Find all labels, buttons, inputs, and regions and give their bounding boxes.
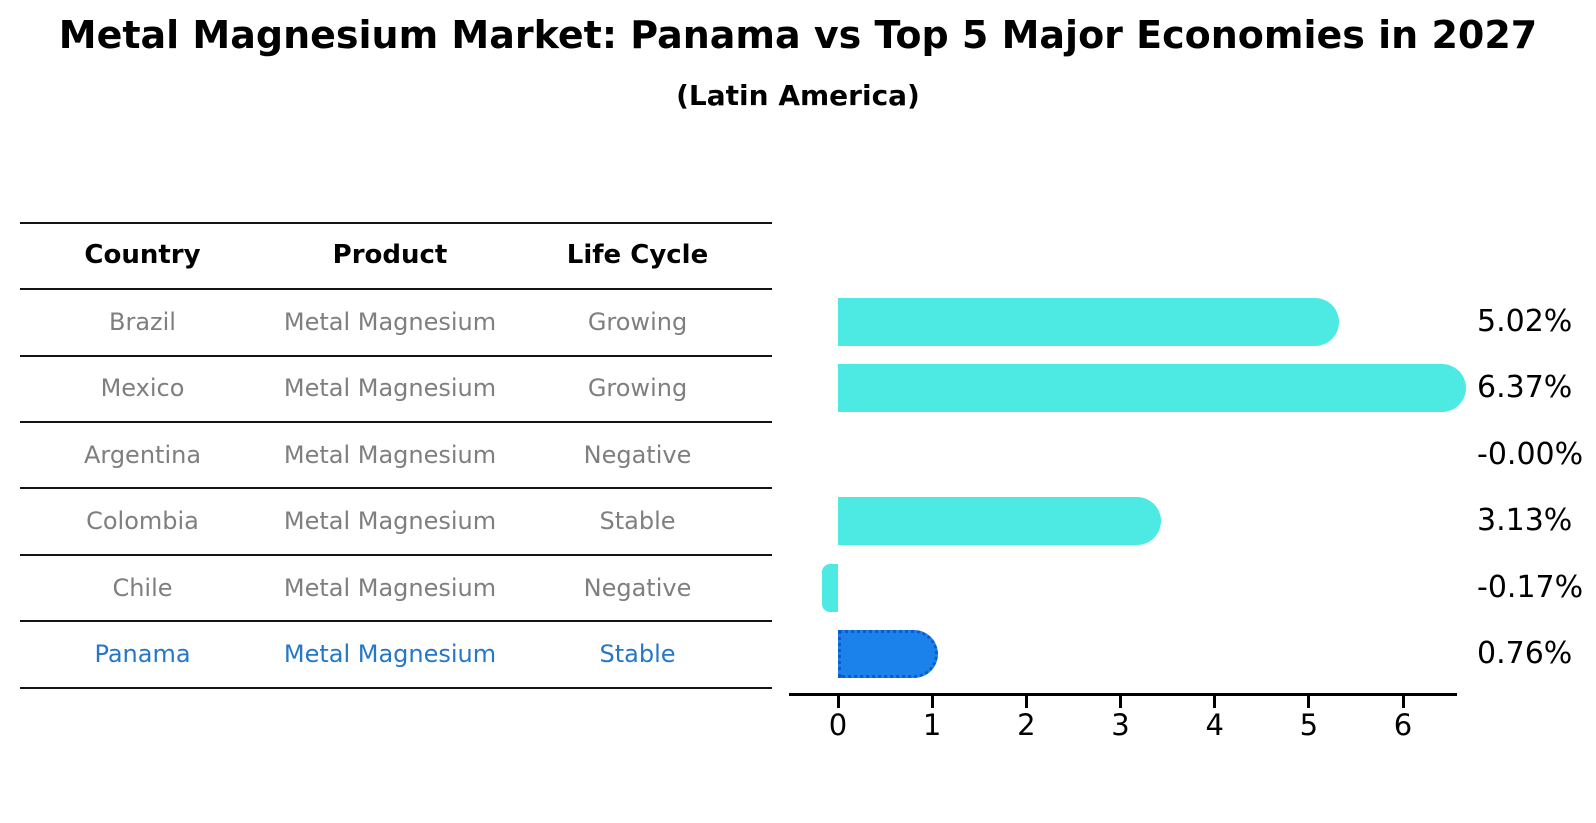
bar-panama	[838, 630, 938, 678]
cell-lifecycle: Negative	[583, 574, 692, 602]
cell-product: Metal Magnesium	[283, 574, 497, 602]
table-row-divider	[20, 554, 772, 556]
table-row-divider	[20, 620, 772, 622]
cell-lifecycle: Growing	[587, 374, 688, 402]
table-row-panama: Panama Metal Magnesium Stable	[20, 639, 772, 669]
x-axis-line	[789, 693, 1457, 696]
bar-brazil	[838, 298, 1339, 346]
cell-country: Mexico	[100, 374, 185, 402]
cell-product: Metal Magnesium	[283, 374, 497, 402]
x-tick	[1401, 696, 1405, 708]
table-header-row: Country Product Life Cycle	[20, 239, 772, 270]
bar-value-label-brazil: 5.02%	[1477, 304, 1573, 339]
x-tick-label: 4	[1205, 708, 1224, 742]
cell-product: Metal Magnesium	[283, 640, 497, 668]
x-tick	[1024, 696, 1028, 708]
x-tick-label: 3	[1111, 708, 1130, 742]
cell-country: Colombia	[86, 507, 199, 535]
bar-value-label-mexico: 6.37%	[1477, 370, 1573, 405]
x-tick-label: 2	[1017, 708, 1036, 742]
table-row-argentina: Argentina Metal Magnesium Negative	[20, 440, 772, 470]
table-row-colombia: Colombia Metal Magnesium Stable	[20, 506, 772, 536]
x-tick-label: 1	[922, 708, 942, 742]
x-tick	[836, 696, 840, 708]
col-header-product: Product	[332, 240, 448, 270]
table-row-divider	[20, 687, 772, 689]
bar-value-label-panama: 0.76%	[1477, 636, 1573, 671]
table-row-chile: Chile Metal Magnesium Negative	[20, 573, 772, 603]
x-tick	[1307, 696, 1311, 708]
table-row-divider	[20, 487, 772, 489]
cell-lifecycle: Growing	[587, 308, 688, 336]
cell-lifecycle: Negative	[583, 441, 692, 469]
cell-country: Argentina	[83, 441, 202, 469]
cell-product: Metal Magnesium	[283, 308, 497, 336]
cell-country: Chile	[112, 574, 173, 602]
cell-country: Panama	[94, 640, 191, 668]
x-tick-label: 0	[828, 708, 848, 742]
x-tick	[1119, 696, 1122, 708]
cell-lifecycle: Stable	[599, 640, 676, 668]
cell-country: Brazil	[109, 308, 176, 336]
cell-product: Metal Magnesium	[283, 441, 497, 469]
bar-mexico	[838, 364, 1466, 412]
x-tick	[930, 696, 934, 708]
col-header-lifecycle: Life Cycle	[566, 240, 709, 270]
bar-value-label-argentina: -0.00%	[1477, 437, 1584, 472]
chart-subtitle: (Latin America)	[676, 79, 920, 112]
chart-title: Metal Magnesium Market: Panama vs Top 5 …	[58, 13, 1538, 57]
x-tick-label: 5	[1299, 708, 1319, 742]
bar-value-label-chile: -0.17%	[1477, 570, 1584, 605]
cell-product: Metal Magnesium	[283, 507, 497, 535]
bar-colombia	[838, 497, 1161, 545]
table-row-brazil: Brazil Metal Magnesium Growing	[20, 307, 772, 337]
table-row-divider	[20, 288, 772, 290]
table-row-divider	[20, 355, 772, 357]
x-tick-label: 6	[1393, 708, 1413, 742]
table-row-mexico: Mexico Metal Magnesium Growing	[20, 373, 772, 403]
col-header-country: Country	[84, 240, 201, 270]
cell-lifecycle: Stable	[599, 507, 676, 535]
table-row-divider	[20, 222, 772, 224]
bar-value-label-colombia: 3.13%	[1477, 503, 1573, 538]
bar-chile	[821, 564, 838, 612]
x-tick	[1213, 696, 1217, 708]
table-row-divider	[20, 421, 772, 423]
